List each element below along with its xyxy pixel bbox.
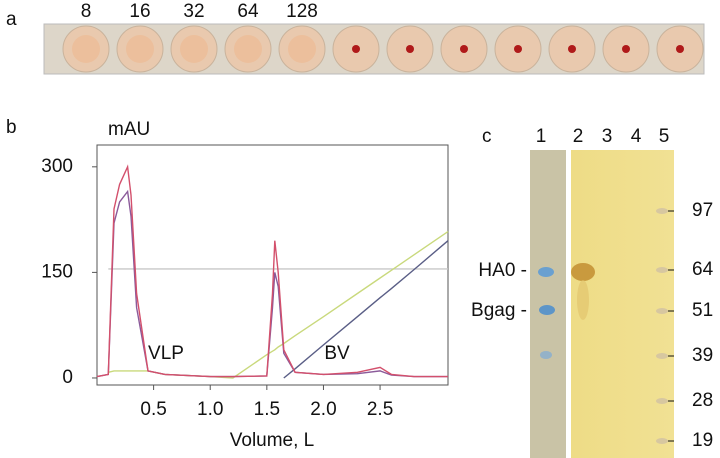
marker-label: 19 [692, 430, 713, 451]
x-tick-label: 0.5 [140, 399, 166, 420]
lane-label: 2 [573, 126, 584, 147]
dilution-label: 8 [81, 1, 92, 22]
annotation: VLP [148, 343, 184, 364]
marker-band [540, 351, 552, 359]
well-center [352, 45, 360, 53]
ladder-band [656, 398, 668, 404]
well-center [72, 35, 100, 63]
panel-label: c [482, 126, 492, 147]
x-tick-label: 1.0 [197, 399, 223, 420]
lane-label: 5 [659, 126, 670, 147]
ladder-band [656, 208, 668, 214]
x-tick-label: 2.5 [367, 399, 393, 420]
well-center [234, 35, 262, 63]
marker-label: 51 [692, 300, 713, 321]
well-center [676, 45, 684, 53]
ladder: 97 64 51 39 28 19 [656, 200, 714, 451]
x-axis-label: Volume, L [230, 430, 315, 451]
gel-lane-1 [530, 150, 566, 458]
marker-label: 64 [692, 259, 714, 280]
wells [62, 25, 704, 73]
y-axis-label: mAU [108, 119, 150, 140]
marker-band [538, 267, 554, 277]
well-center [514, 45, 522, 53]
dilution-label: 128 [286, 1, 318, 22]
panel-label: a [6, 9, 17, 30]
ladder-band [656, 267, 668, 273]
lane-label: 1 [536, 126, 547, 147]
y-tick-label: 150 [41, 261, 73, 282]
well-center [180, 35, 208, 63]
dilution-label: 64 [237, 1, 259, 22]
plot-frame [96, 144, 449, 386]
well-center [288, 35, 316, 63]
annotation: BV [324, 343, 350, 364]
well-center [568, 45, 576, 53]
series-line [108, 231, 449, 379]
band-label: HA0 - [478, 260, 527, 281]
ha0-band [571, 263, 595, 281]
y-tick-label: 0 [62, 367, 73, 388]
plot: 0 150 300 0.5 1.0 1.5 2.0 2.5 [41, 156, 449, 420]
panel-label: b [6, 117, 17, 138]
marker-band [539, 305, 555, 315]
ladder-band [656, 353, 668, 359]
well-center [406, 45, 414, 53]
marker-label: 28 [692, 390, 713, 411]
well-center [126, 35, 154, 63]
lane-label: 3 [602, 126, 613, 147]
smear [577, 280, 589, 320]
dilution-label: 16 [129, 1, 150, 22]
ladder-band [656, 438, 668, 444]
marker-label: 39 [692, 345, 713, 366]
x-tick-label: 1.5 [254, 399, 280, 420]
series-line [283, 240, 449, 379]
series-line [96, 164, 448, 378]
well-center [622, 45, 630, 53]
ladder-band [656, 308, 668, 314]
y-tick-label: 300 [41, 156, 73, 177]
marker-label: 97 [692, 200, 713, 221]
well-center [460, 45, 468, 53]
lane-label: 4 [631, 126, 642, 147]
dilution-label: 32 [183, 1, 204, 22]
x-tick-label: 2.0 [310, 399, 336, 420]
band-label: Bgag - [471, 300, 527, 321]
